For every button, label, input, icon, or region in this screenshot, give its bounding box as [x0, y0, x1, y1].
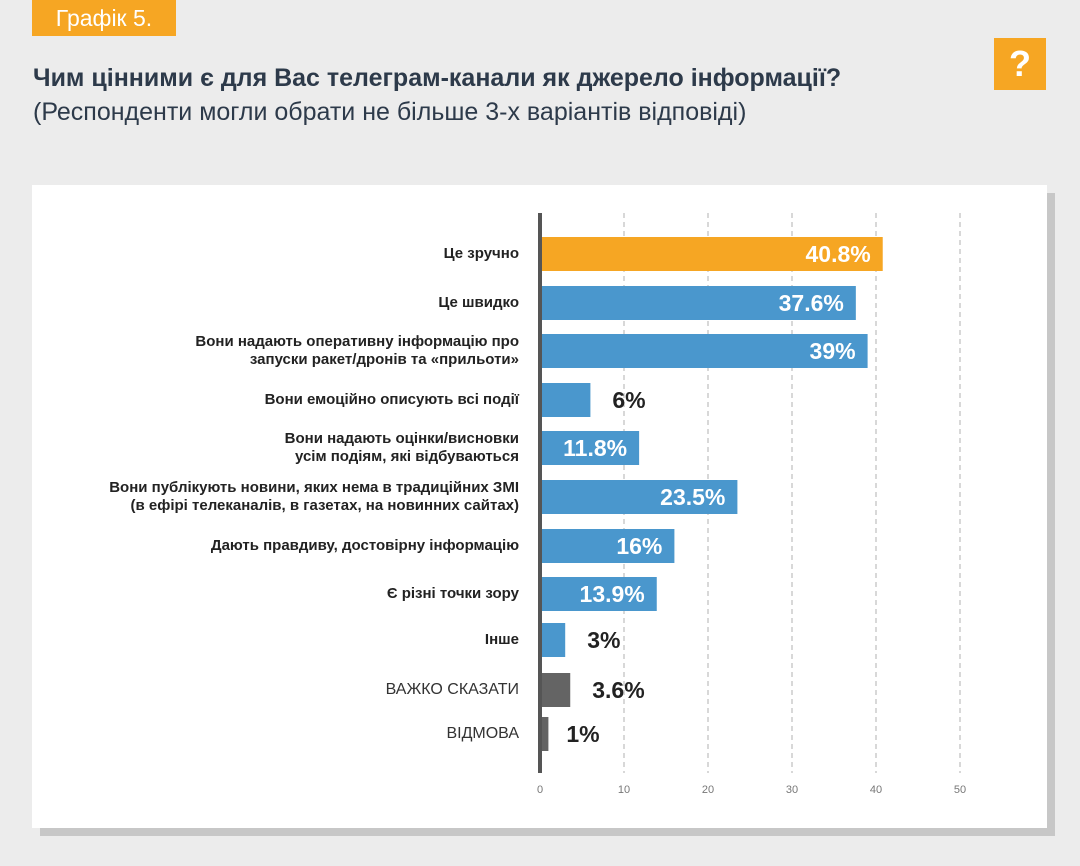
category-label-line: Дають правдиву, достовірну інформацію [210, 537, 519, 554]
category-label-line: ВАЖКО СКАЗАТИ [385, 681, 519, 698]
x-tick-label: 10 [618, 784, 630, 796]
bar [540, 237, 883, 271]
category-label-line: Це швидко [438, 294, 519, 311]
category-label: Є різні точки зору [387, 585, 519, 603]
bar [540, 623, 566, 657]
category-label: Це швидко [438, 294, 519, 312]
x-tick-label: 0 [537, 784, 543, 796]
category-label-line: (в ефірі телеканалів, в газетах, на нови… [130, 497, 519, 514]
category-label-line: Вони публікують новини, яких нема в трад… [109, 479, 519, 496]
category-label: Інше [485, 631, 519, 649]
category-label-line: Вони надають оперативну інформацію про [195, 333, 519, 350]
bar-value-label: 23.5% [660, 484, 725, 510]
bar-value-label: 16% [616, 533, 662, 559]
category-label: Дають правдиву, достовірну інформацію [211, 537, 519, 555]
bar [540, 577, 657, 611]
bar [540, 431, 640, 465]
category-label-line: запуски ракет/дронів та «прильоти» [249, 351, 519, 368]
category-label-line: Це зручно [443, 245, 519, 262]
category-label: Вони емоційно описують всі події [265, 391, 519, 409]
x-tick-label: 50 [954, 784, 966, 796]
category-label-line: Є різні точки зору [386, 585, 519, 602]
bar-value-label: 13.9% [580, 581, 645, 607]
bar-value-label: 3.6% [592, 677, 644, 703]
category-label-line: Вони емоційно описують всі події [264, 391, 519, 408]
bar-value-label: 6% [612, 387, 645, 413]
bar [540, 383, 591, 417]
x-tick-label: 30 [786, 784, 798, 796]
bar-value-label: 39% [810, 338, 856, 364]
category-label: ВІДМОВА [446, 725, 519, 743]
bar [540, 286, 856, 320]
chart-card: Це зручно Це швидко Вони надають оперативн… [32, 185, 1047, 828]
category-label: Вони надають оперативну інформацію про за… [195, 333, 519, 369]
bar-value-label: 11.8% [563, 435, 627, 461]
bar [540, 717, 549, 751]
bar [540, 334, 868, 368]
bar-value-label: 1% [566, 721, 599, 747]
bar-value-label: 3% [587, 627, 620, 653]
chart-subtitle: (Респонденти могли обрати не більше 3-х … [33, 98, 747, 126]
category-label-line: Інше [484, 631, 519, 648]
bar-value-label: 37.6% [779, 290, 844, 316]
bar [540, 529, 675, 563]
category-label: Це зручно [444, 245, 519, 263]
bar-value-label: 40.8% [806, 241, 871, 267]
bar-chart: 0 10 20 30 40 50 40.8% 37.6% 39% 6% 11.8% 23.5% 16% 1… [537, 213, 966, 796]
category-label: Вони надають оцінки/висновки усім подіям,… [285, 430, 519, 466]
chart-title: Чим цінними є для Вас телеграм-канали як… [33, 64, 842, 92]
x-tick-label: 40 [870, 784, 882, 796]
bar [540, 480, 738, 514]
bar [540, 673, 571, 707]
category-label-line: Вони надають оцінки/висновки [284, 430, 519, 447]
x-tick-label: 20 [702, 784, 714, 796]
category-label: ВАЖКО СКАЗАТИ [386, 681, 519, 699]
chart-number-tag: Графік 5. [32, 0, 176, 36]
category-label: Вони публікують новини, яких нема в трад… [109, 479, 519, 515]
question-mark-icon: ? [994, 38, 1046, 90]
category-label-line: ВІДМОВА [446, 725, 519, 742]
category-label-line: усім подіям, які відбуваються [294, 448, 519, 465]
